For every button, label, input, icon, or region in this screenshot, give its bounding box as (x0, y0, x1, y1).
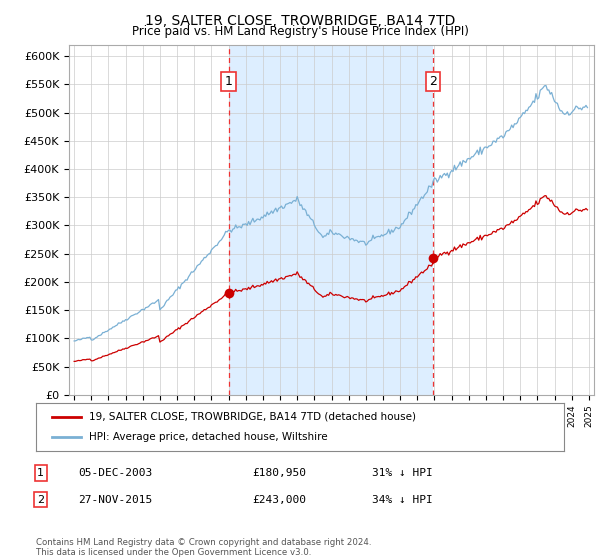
Text: 31% ↓ HPI: 31% ↓ HPI (372, 468, 433, 478)
Text: Price paid vs. HM Land Registry's House Price Index (HPI): Price paid vs. HM Land Registry's House … (131, 25, 469, 38)
Text: 1: 1 (224, 75, 232, 88)
Text: 05-DEC-2003: 05-DEC-2003 (78, 468, 152, 478)
Text: HPI: Average price, detached house, Wiltshire: HPI: Average price, detached house, Wilt… (89, 432, 328, 442)
Text: 19, SALTER CLOSE, TROWBRIDGE, BA14 7TD: 19, SALTER CLOSE, TROWBRIDGE, BA14 7TD (145, 14, 455, 28)
Text: 27-NOV-2015: 27-NOV-2015 (78, 494, 152, 505)
Text: Contains HM Land Registry data © Crown copyright and database right 2024.
This d: Contains HM Land Registry data © Crown c… (36, 538, 371, 557)
Text: 1: 1 (37, 468, 44, 478)
Text: 2: 2 (429, 75, 437, 88)
Text: 2: 2 (37, 494, 44, 505)
Text: £243,000: £243,000 (252, 494, 306, 505)
Bar (229, 45, 433, 395)
Text: 34% ↓ HPI: 34% ↓ HPI (372, 494, 433, 505)
Text: 19, SALTER CLOSE, TROWBRIDGE, BA14 7TD (detached house): 19, SALTER CLOSE, TROWBRIDGE, BA14 7TD (… (89, 412, 416, 422)
Text: £180,950: £180,950 (252, 468, 306, 478)
